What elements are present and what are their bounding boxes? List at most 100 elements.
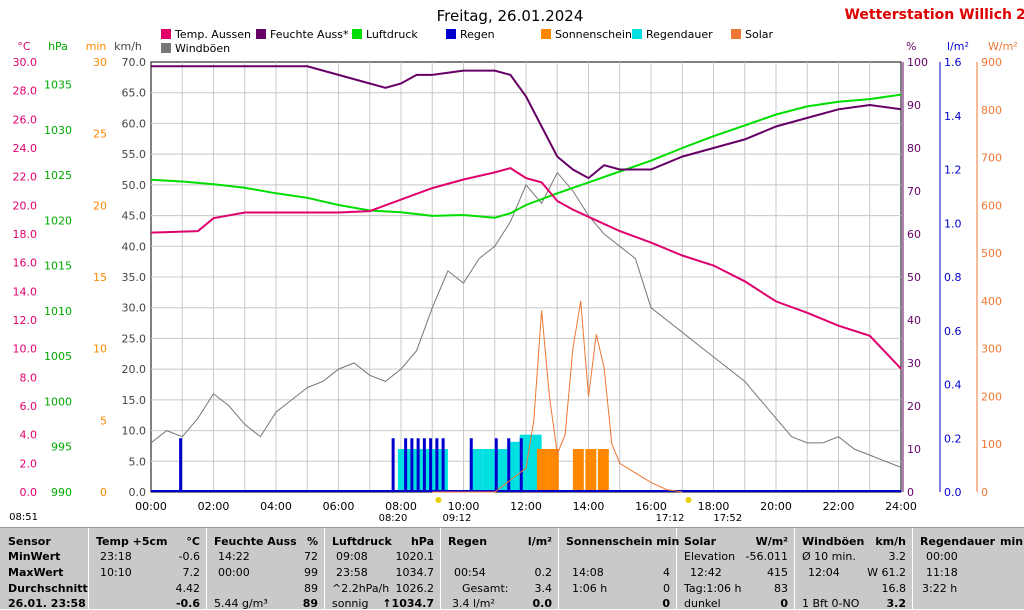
axis-tick-humidity: 100 [907,56,928,69]
sunset-marker [685,497,692,503]
axis-tick-temp: 22.0 [13,171,38,184]
pressure-value-avg: 1026.2 [395,582,435,595]
x-tick-label: 00:00 [135,500,167,513]
axis-tick-temp: 26.0 [13,113,38,126]
axis-tick-rain: 1.4 [944,110,962,123]
rain-value-avg: 3.4 [534,582,553,595]
regen-bar [404,438,408,492]
series-line-solar [432,300,683,493]
regen-bar [519,438,523,492]
axis-tick-solar: 100 [981,438,1002,451]
axis-tick-rain: 1.2 [944,164,962,177]
sun-event-sunset_twilight: 17:52 [713,513,742,524]
rain-time-max: 00:54 [454,566,486,579]
chart-title: Freitag, 26.01.2024 [437,7,584,25]
grid-lines [151,62,901,492]
regendauer-bar [494,449,508,492]
legend-swatch [256,29,266,39]
table-column [88,528,207,609]
temp-value-max: 7.2 [182,566,201,579]
regen-bar [422,438,426,492]
regendauer-bar [469,449,483,492]
axis-tick-wind: 10.0 [122,425,147,438]
axis-unit-rain: l/m² [947,40,969,53]
legend-label: Luftdruck [366,28,418,41]
header-solar-unit: W/m² [755,535,788,548]
axis-tick-pressure: 1025 [44,169,72,182]
axis-tick-wind: 60.0 [122,117,147,130]
axis-tick-rain: 1.0 [944,217,962,230]
axis-tick-wind: 20.0 [122,363,147,376]
humidity-value-cur: 89 [302,597,318,610]
header-pressure: Luftdruck [332,535,392,548]
header-pressure-unit: hPa [410,535,434,548]
rain-value-cur: 0.0 [532,597,553,610]
solar-time-max: 12:42 [690,566,722,579]
x-tick-label: 14:00 [573,500,605,513]
x-tick-label: 04:00 [260,500,292,513]
sonnenschein-bar [547,449,559,492]
wind-value-avg: 16.8 [881,582,907,595]
axis-tick-rain: 0.4 [944,379,962,392]
axis-tick-temp: 30.0 [13,56,38,69]
axis-tick-wind: 65.0 [122,87,147,100]
table-column [794,528,913,609]
legend-swatch [161,29,171,39]
wind-label-min: Ø 10 min. [802,550,856,563]
legend-swatch [352,29,362,39]
legend-swatch [731,29,741,39]
humidity-time-max: 00:00 [218,566,250,579]
table-column [0,528,89,609]
temp-value-min: -0.6 [178,550,200,563]
table-column [676,528,795,609]
axis-tick-solar: 900 [981,56,1002,69]
axis-tick-pressure: 990 [51,486,72,499]
axis-tick-pressure: 1015 [44,260,72,273]
pressure-value-max: 1034.7 [395,566,435,579]
pressure-trend-avg: ^2.2hPa/h [332,582,390,595]
axis-tick-humidity: 70 [907,185,921,198]
sun-event-solar_noon: 09:12 [443,513,472,524]
x-axis: 00:00 02:00 04:00 06:00 08:00 10:00 12:00 14:00… [135,500,917,513]
row-label-max: MaxWert [8,566,64,579]
header-wind-unit: km/h [875,535,906,548]
sonnenschein-bar [536,449,548,492]
x-tick-label: 02:00 [198,500,230,513]
regen-bar [435,438,439,492]
rain-duration-value-avg: 3:22 h [922,582,958,595]
x-tick-label: 06:00 [323,500,355,513]
axis-tick-solar: 300 [981,343,1002,356]
sun-event-sunrise_twilight: 08:20 [379,513,408,524]
axis-tick-wind: 15.0 [122,394,147,407]
table-column [206,528,325,609]
header-temp: Temp +5cm [96,535,168,548]
solar-value-avg: 83 [774,582,788,595]
solar-value-max: 415 [767,566,788,579]
axis-tick-sunmin: 10 [93,343,107,356]
axis-tick-sunmin: 5 [100,414,107,427]
axis-tick-humidity: 80 [907,142,921,155]
regen-bar [410,438,414,492]
axis-tick-humidity: 50 [907,271,921,284]
table-column [324,528,441,609]
solar-label-min: Elevation [684,550,736,563]
station-time: 24 [1016,7,1024,23]
wind-value-cur: 3.2 [886,597,907,610]
axis-unit-sunmin: min [86,40,107,53]
axis-tick-solar: 200 [981,390,1002,403]
axis-tick-sunmin: 25 [93,128,107,141]
x-tick-label: 16:00 [635,500,667,513]
legend-label: Solar [745,28,774,41]
legend-label: Regen [460,28,495,41]
axis-tick-solar: 800 [981,104,1002,117]
axis-tick-pressure: 1005 [44,350,72,363]
regen-bar [429,438,433,492]
pressure-time-min: 09:08 [336,550,368,563]
right-axes: %1009080706050403020100l/m²1.61.41.21.00… [902,40,1018,499]
series-line-temp-aussen [150,167,902,370]
regen-bar [494,438,498,492]
legend-label: Regendauer [646,28,713,41]
humidity-extra-cur: 5.44 g/m³ [214,597,268,610]
axis-tick-solar: 500 [981,247,1002,260]
weather-chart: Freitag, 26.01.2024 Wetterstation Willic… [9,7,1024,524]
